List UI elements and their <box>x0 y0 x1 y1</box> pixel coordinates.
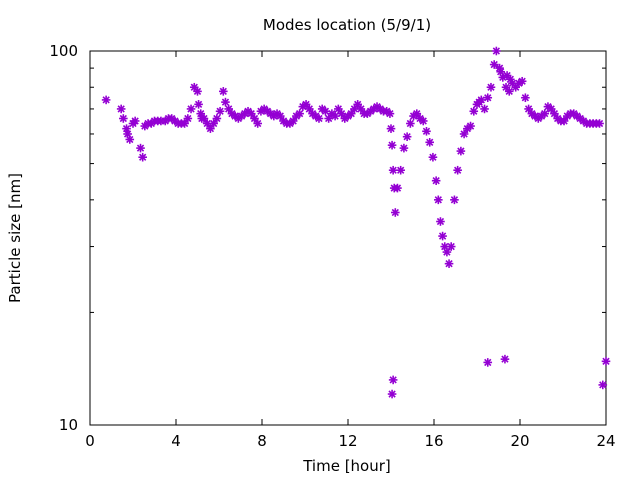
x-tick-label: 24 <box>596 432 615 450</box>
x-axis-label: Time [hour] <box>302 457 391 475</box>
data-point <box>221 97 230 107</box>
data-point <box>433 195 443 205</box>
data-point <box>446 242 456 251</box>
data-point <box>524 104 533 114</box>
data-point <box>480 104 489 114</box>
data-point <box>418 116 428 126</box>
data-point <box>540 109 550 118</box>
data-point <box>595 119 604 128</box>
data-point <box>130 116 140 126</box>
x-tick-label: 8 <box>257 432 267 450</box>
data-point <box>517 76 527 86</box>
data-point <box>353 100 362 109</box>
data-point <box>486 82 496 92</box>
data-point <box>422 126 431 136</box>
data-point <box>444 259 454 268</box>
y-axis-label: Particle size [nm] <box>6 173 24 303</box>
data-point <box>250 114 259 123</box>
data-point <box>469 106 479 116</box>
data-point <box>390 208 400 217</box>
data-point <box>387 389 397 399</box>
data-point <box>253 119 263 128</box>
data-point <box>601 357 611 366</box>
data-point <box>186 104 196 114</box>
data-point <box>399 143 409 153</box>
data-point <box>116 104 126 114</box>
data-point <box>136 143 145 153</box>
data-point <box>212 114 222 123</box>
data-point <box>598 380 608 390</box>
x-tick-label: 0 <box>85 432 95 450</box>
data-point <box>483 93 493 103</box>
y-tick-label: 10 <box>59 416 78 434</box>
data-point <box>295 109 304 118</box>
chart-title: Modes location (5/9/1) <box>263 16 431 34</box>
data-point <box>388 375 398 385</box>
data-point <box>521 93 530 103</box>
x-tick-label: 20 <box>510 432 529 450</box>
data-point <box>483 358 493 367</box>
data-point <box>125 135 135 144</box>
data-point <box>321 106 330 116</box>
data-point <box>219 87 228 96</box>
data-point <box>402 132 412 142</box>
data-point <box>189 82 199 92</box>
data-point <box>431 176 441 185</box>
data-point <box>119 114 128 123</box>
data-point <box>385 109 395 118</box>
data-point <box>406 119 415 128</box>
data-point <box>314 114 324 123</box>
data-point <box>387 140 397 150</box>
x-tick-label: 12 <box>338 432 357 450</box>
x-axis: 0 4 8 12 16 20 24 <box>85 51 616 450</box>
data-point <box>450 195 459 205</box>
x-tick-label: 4 <box>171 432 181 450</box>
data-point <box>194 100 203 109</box>
data-point <box>215 106 225 116</box>
data-point <box>442 247 452 257</box>
data-point <box>193 87 202 96</box>
data-point <box>438 231 447 241</box>
data-point <box>436 217 445 226</box>
data-point <box>496 67 505 77</box>
data-point <box>489 60 499 69</box>
data-point <box>138 152 147 162</box>
data-point <box>356 104 366 114</box>
data-point <box>504 87 514 96</box>
data-point <box>101 95 111 105</box>
y-axis: 10 100 <box>49 42 606 434</box>
data-series <box>101 46 611 399</box>
data-point <box>501 82 511 92</box>
data-point <box>183 114 193 123</box>
data-point <box>393 183 402 193</box>
y-tick-label: 100 <box>49 42 78 60</box>
data-point <box>428 152 438 162</box>
data-point <box>388 165 398 175</box>
data-point <box>466 121 475 131</box>
data-point <box>476 95 486 105</box>
data-point <box>386 124 396 133</box>
data-point <box>459 129 469 139</box>
data-point <box>456 146 466 156</box>
data-point <box>396 165 405 175</box>
data-point <box>122 124 131 133</box>
data-point <box>330 111 340 121</box>
data-point <box>492 46 501 56</box>
data-point <box>453 165 462 175</box>
x-tick-label: 16 <box>424 432 443 450</box>
data-point <box>500 354 510 364</box>
data-point <box>425 138 435 147</box>
